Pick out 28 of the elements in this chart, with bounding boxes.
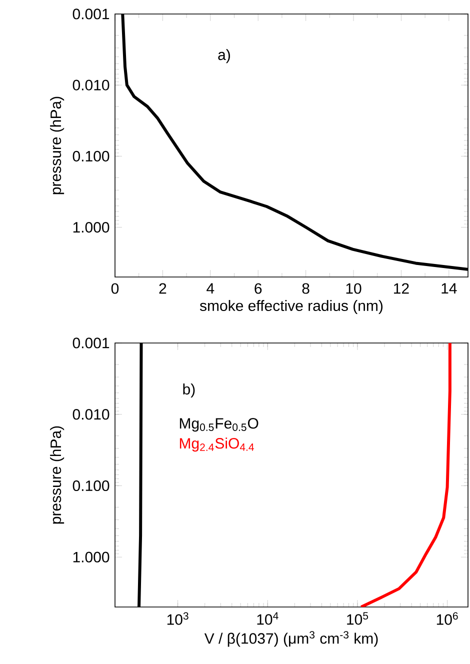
annotation: b) — [183, 384, 195, 398]
x-tick-label: 2 — [159, 283, 166, 294]
annotation: a) — [218, 49, 230, 64]
x-tick-label: 4 — [206, 283, 214, 294]
x-tick-label: 10 — [346, 283, 362, 294]
x-axis-title: V / β(1037) (μm$^{3}$ cm$^{-3}$ km) — [204, 631, 378, 647]
x-tick-label: 6 — [254, 283, 262, 294]
x-axis-title: smoke effective radius (nm) — [200, 300, 383, 314]
y-tick-label: 0.100 — [72, 150, 110, 162]
x-tick-label: 14 — [442, 283, 457, 294]
y-tick-label: 1.000 — [73, 222, 110, 233]
text: Mg$_{2.4}$SiO$_{4.4}$ — [180, 438, 254, 452]
y-tick-label: 0.100 — [72, 480, 110, 492]
y-tick-label: 0.010 — [72, 409, 110, 420]
x-tick-label: 10$^{4}$ — [257, 612, 278, 625]
x-tick-label: 10$^{5}$ — [347, 612, 368, 625]
x-tick-label: 8 — [302, 283, 310, 294]
y-axis-title: pressure (hPa) — [50, 96, 64, 194]
x-tick-label: 0 — [111, 283, 119, 294]
y-tick-label: 1.000 — [73, 552, 110, 562]
x-tick-label: 12 — [394, 283, 409, 294]
y-tick-label: 0.001 — [72, 8, 110, 20]
y-tick-label: 0.001 — [72, 338, 110, 348]
x-tick-label: 10$^{6}$ — [436, 612, 458, 625]
y-tick-label: 0.010 — [72, 80, 110, 90]
text: Mg$_{0.5}$Fe$_{0.5}$O — [180, 418, 258, 432]
y-axis-title: pressure (hPa) — [50, 426, 64, 524]
x-tick-label: 10$^{3}$ — [167, 612, 188, 625]
